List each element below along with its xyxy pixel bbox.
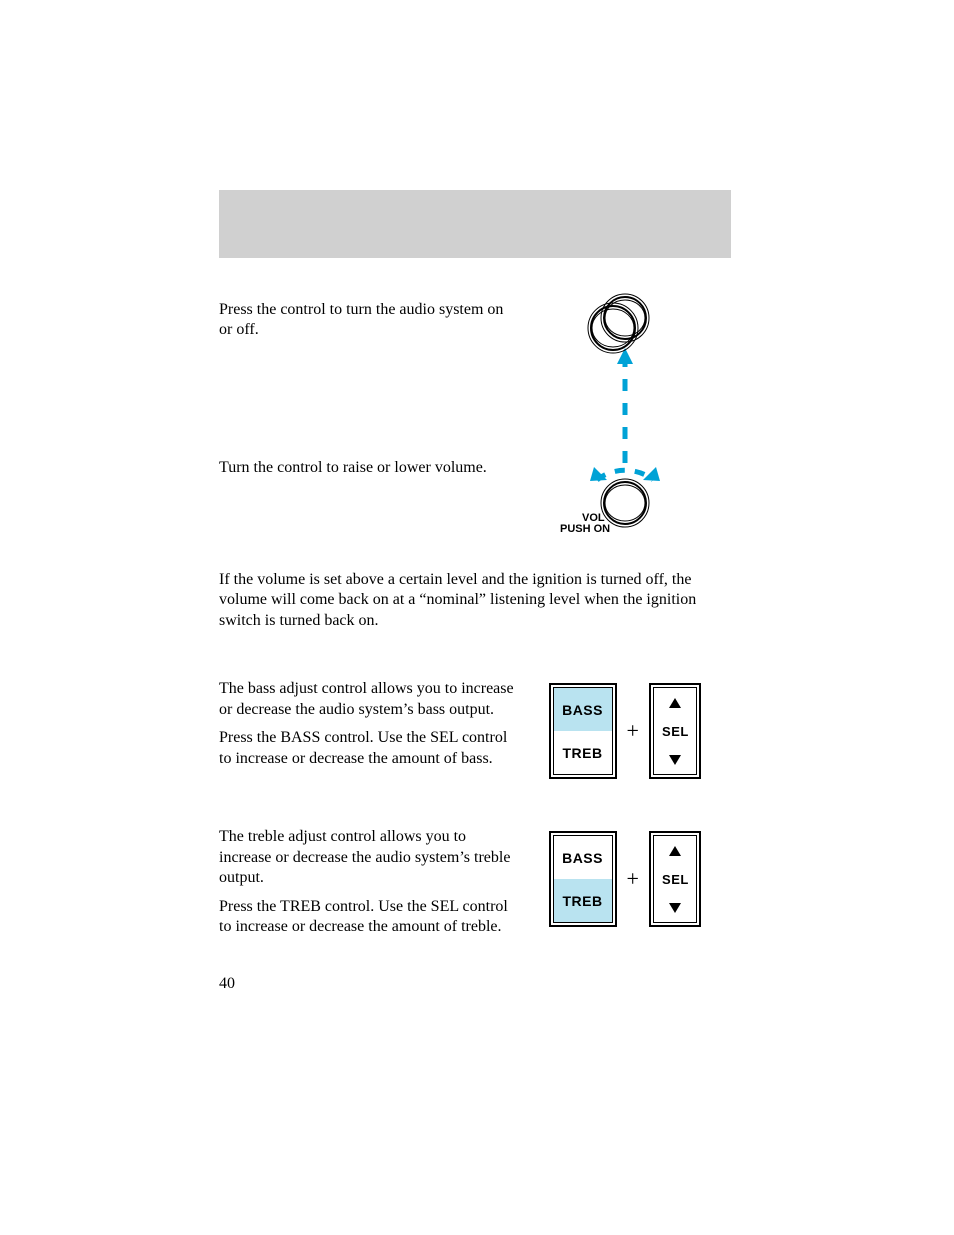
bass-p2: Press the BASS control. Use the SEL cont…: [219, 728, 519, 769]
sel-label: SEL: [654, 865, 696, 894]
figure-power-knob: [519, 300, 731, 370]
plus-icon: +: [627, 718, 640, 744]
section-treble: The treble adjust control allows you to …: [219, 827, 731, 945]
bass-p1: The bass adjust control allows you to in…: [219, 679, 519, 720]
figure-bass-control: BASS TREB + SEL: [549, 683, 702, 779]
page-number: 40: [219, 975, 235, 993]
document-page: Press the control to turn the audio syst…: [0, 0, 954, 1235]
section-bass: The bass adjust control allows you to in…: [219, 679, 731, 779]
bass-treb-button-group: BASS TREB: [549, 683, 617, 779]
knob-icon: [583, 298, 643, 358]
bass-button: BASS: [554, 688, 612, 731]
power-text: Press the control to turn the audio syst…: [219, 300, 519, 341]
treble-p2: Press the TREB control. Use the SEL cont…: [219, 897, 519, 938]
sel-button-group: SEL: [649, 683, 701, 779]
bass-treb-button-group: BASS TREB: [549, 831, 617, 927]
sel-up-icon: [654, 836, 696, 865]
sel-down-icon: [654, 746, 696, 775]
bass-button: BASS: [554, 836, 612, 879]
sel-down-icon: [654, 894, 696, 923]
volume-note: If the volume is set above a certain lev…: [219, 570, 731, 631]
figure-treble-control: BASS TREB + SEL: [549, 831, 702, 927]
volume-text: Turn the control to raise or lower volum…: [219, 458, 519, 478]
figure-volume-knob: VOL PUSH ON: [519, 458, 731, 538]
treb-button: TREB: [554, 879, 612, 922]
sel-up-icon: [654, 688, 696, 717]
header-band: [219, 190, 731, 258]
push-on-label: PUSH ON: [560, 523, 610, 535]
section-power: Press the control to turn the audio syst…: [219, 300, 731, 370]
plus-icon: +: [627, 866, 640, 892]
section-volume: Turn the control to raise or lower volum…: [219, 458, 731, 538]
sel-button-group: SEL: [649, 831, 701, 927]
treble-p1: The treble adjust control allows you to …: [219, 827, 519, 888]
page-body: Press the control to turn the audio syst…: [219, 300, 731, 954]
sel-label: SEL: [654, 717, 696, 746]
treb-button: TREB: [554, 731, 612, 774]
